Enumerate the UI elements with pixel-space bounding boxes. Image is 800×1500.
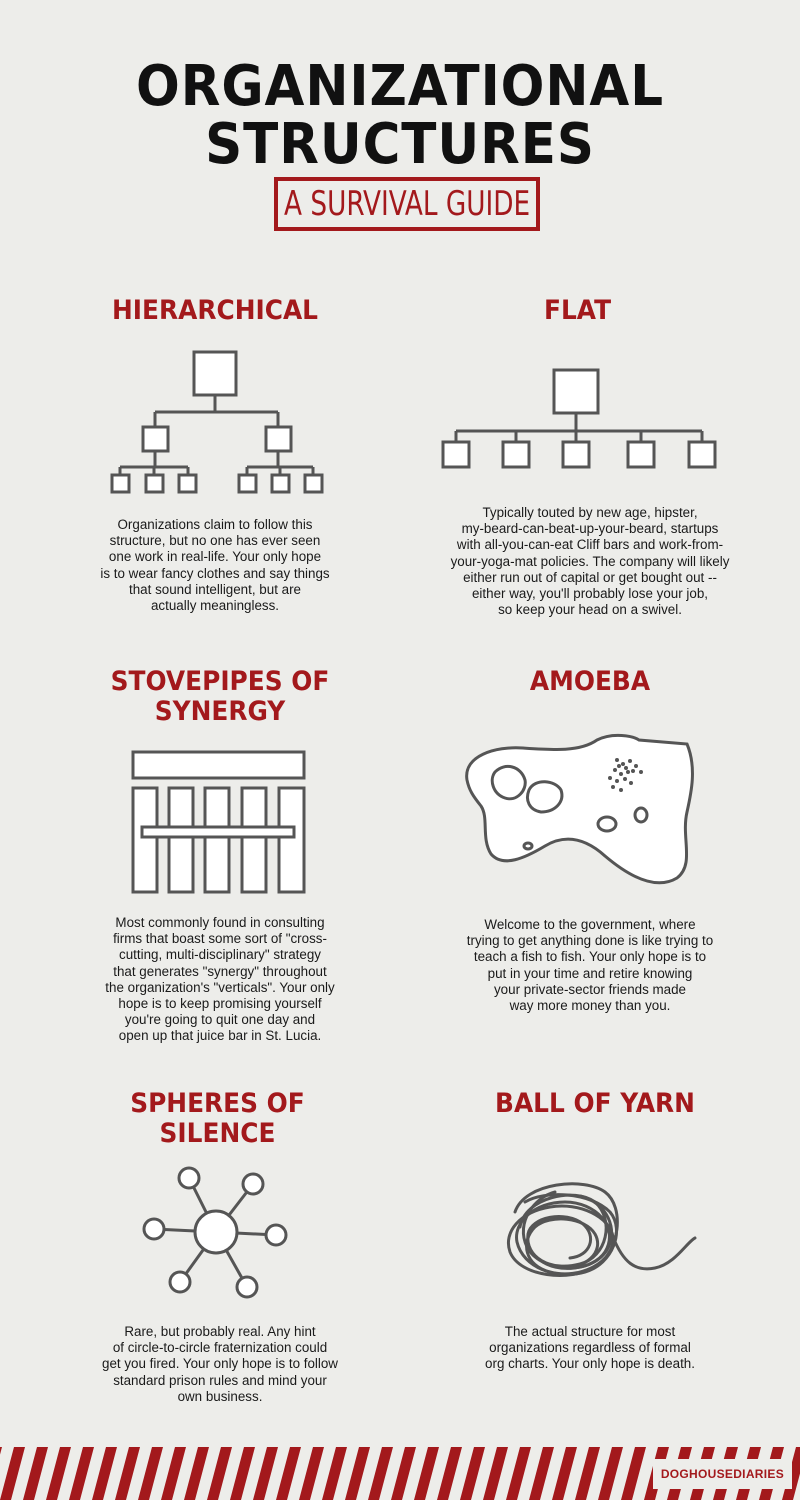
footer-stripe — [184, 1447, 209, 1500]
footer-stripe — [391, 1447, 416, 1500]
footer-stripe — [0, 1447, 2, 1455]
section-title-flat: FLAT — [543, 295, 612, 326]
footer-stripe — [138, 1447, 163, 1500]
section-description-ball-of-yarn: The actual structure for most organizati… — [485, 1324, 695, 1372]
footer-stripe — [299, 1447, 324, 1500]
footer-stripe — [23, 1447, 48, 1500]
section-title-ball-of-yarn: BALL OF YARN — [495, 1088, 695, 1119]
footer-stripe — [598, 1447, 623, 1500]
subtitle: A SURVIVAL GUIDE — [283, 184, 531, 224]
footer-stripe — [115, 1447, 140, 1500]
page-title: ORGANIZATIONAL STRUCTURES — [32, 58, 768, 174]
footer-stripe — [161, 1447, 186, 1500]
footer-stripe — [575, 1447, 600, 1500]
section-description-hierarchical: Organizations claim to follow this struc… — [100, 517, 330, 614]
section-title-hierarchical: HIERARCHICAL — [111, 295, 319, 326]
section-title-amoeba: AMOEBA — [529, 666, 651, 697]
amoeba-icon — [465, 733, 694, 885]
footer-stripe — [322, 1447, 347, 1500]
footer-stripe — [207, 1447, 232, 1500]
hierarchy-chart-icon — [110, 350, 324, 494]
footer-stripe — [529, 1447, 554, 1500]
footer-stripe — [230, 1447, 255, 1500]
footer-stripe — [69, 1447, 94, 1500]
yarn-ball-icon — [507, 1182, 697, 1277]
stovepipes-icon — [131, 750, 306, 894]
section-description-amoeba: Welcome to the government, where trying … — [466, 917, 714, 1014]
footer-stripe — [414, 1447, 439, 1500]
spheres-network-icon — [142, 1166, 288, 1299]
footer-stripe — [368, 1447, 393, 1500]
section-description-spheres: Rare, but probably real. Any hint of cir… — [102, 1324, 338, 1404]
section-title-stovepipes: STOVEPIPES OF SYNERGY — [110, 666, 330, 727]
footer-stripe — [460, 1447, 485, 1500]
footer-stripe — [0, 1447, 25, 1500]
section-description-flat: Typically touted by new age, hipster, my… — [450, 505, 730, 618]
footer-stripe — [483, 1447, 508, 1500]
footer-stripe — [345, 1447, 370, 1500]
footer-stripe — [276, 1447, 301, 1500]
subtitle-box: A SURVIVAL GUIDE — [274, 177, 540, 231]
footer-stripe — [92, 1447, 117, 1500]
footer-stripe — [437, 1447, 462, 1500]
footer-stripe — [506, 1447, 531, 1500]
footer-stripe — [621, 1447, 646, 1500]
title-line-2: STRUCTURES — [205, 112, 595, 177]
footer-stripe — [46, 1447, 71, 1500]
footer-stripe — [253, 1447, 278, 1500]
brand-logo: DOGHOUSEDIARIES — [652, 1459, 792, 1489]
section-title-spheres: SPHERES OF SILENCE — [130, 1088, 305, 1149]
footer-stripe — [552, 1447, 577, 1500]
title-line-1: ORGANIZATIONAL — [136, 54, 664, 119]
flat-chart-icon — [441, 368, 717, 469]
section-description-stovepipes: Most commonly found in consulting firms … — [105, 915, 335, 1044]
